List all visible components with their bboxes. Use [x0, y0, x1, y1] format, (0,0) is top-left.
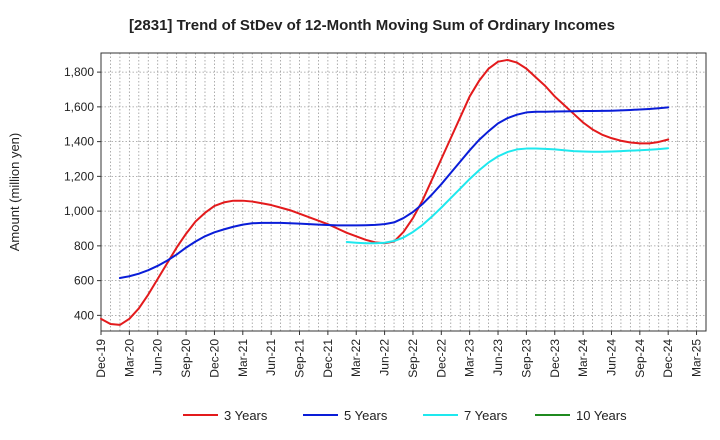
y-tick-label: 400: [74, 308, 94, 322]
plot-frame: [100, 52, 707, 332]
y-tick-label: 1,000: [64, 204, 94, 218]
x-tick-label: Jun-21: [264, 339, 278, 376]
y-tick-label: 1,200: [64, 169, 94, 183]
legend: 3 Years 5 Years 7 Years 10 Years: [183, 408, 627, 423]
x-tick-label: Sep-22: [406, 339, 420, 378]
x-tick-label: Sep-24: [633, 339, 647, 378]
x-tick-label: Dec-24: [661, 339, 675, 378]
series-lines: [100, 58, 670, 326]
y-tick-label: 1,800: [64, 65, 94, 79]
x-tick-label: Dec-23: [548, 339, 562, 378]
x-tick-label: Dec-20: [207, 339, 221, 378]
x-tick-label: Mar-23: [463, 339, 477, 377]
legend-label: 3 Years: [224, 408, 268, 423]
legend-label: 5 Years: [344, 408, 388, 423]
x-tick-label: Mar-22: [349, 339, 363, 377]
x-tick-label: Dec-19: [94, 339, 108, 378]
chart-title: [2831] Trend of StDev of 12-Month Moving…: [129, 17, 615, 34]
x-tick-label: Mar-25: [690, 339, 704, 377]
x-tick-label: Dec-21: [321, 339, 335, 378]
y-tick-label: 1,600: [64, 100, 94, 114]
series-line-2: [118, 106, 670, 280]
x-tick-label: Mar-24: [576, 339, 590, 377]
legend-label: 7 Years: [464, 408, 508, 423]
y-axis-label: Amount (million yen): [7, 133, 22, 252]
x-tick-label: Jun-23: [491, 339, 505, 376]
x-tick-label: Mar-20: [122, 339, 136, 377]
series-line-3: [345, 147, 670, 245]
x-tick-label: Mar-21: [236, 339, 250, 377]
grid-lines: [101, 53, 706, 331]
x-tick-label: Jun-22: [378, 339, 392, 376]
x-axis: Dec-19 Mar-20 Jun-20 Sep-20 Dec-20 Mar-21 Jun-…: [94, 331, 704, 378]
x-tick-label: Sep-21: [293, 339, 307, 378]
x-tick-label: Sep-23: [519, 339, 533, 378]
x-tick-label: Sep-20: [179, 339, 193, 378]
y-axis: 400 600 800 1,000 1,200 1,400 1,600 1,800: [64, 65, 101, 322]
x-tick-label: Jun-20: [151, 339, 165, 376]
legend-label: 10 Years: [576, 408, 627, 423]
y-tick-label: 1,400: [64, 135, 94, 149]
y-tick-label: 600: [74, 274, 94, 288]
y-tick-label: 800: [74, 239, 94, 253]
x-tick-label: Jun-24: [604, 339, 618, 376]
x-tick-label: Dec-22: [434, 339, 448, 378]
plot-background: [101, 53, 706, 331]
